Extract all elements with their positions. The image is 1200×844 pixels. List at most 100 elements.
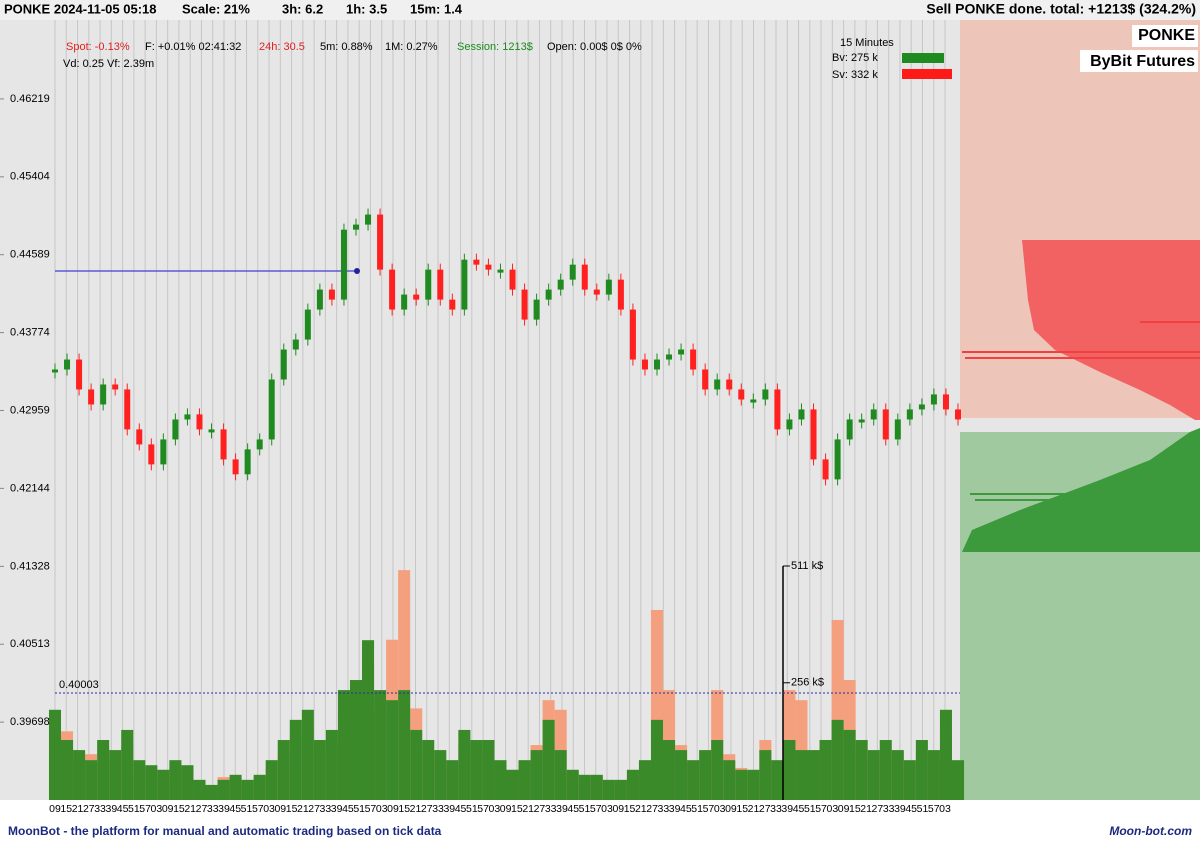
- volume-bar: [446, 760, 459, 800]
- volume-bar: [470, 740, 483, 800]
- volume-bar: [711, 740, 724, 800]
- candle: [798, 409, 805, 420]
- candle: [425, 269, 432, 300]
- volume-bar: [614, 779, 627, 800]
- x-tick-label: 33: [94, 803, 106, 815]
- candle: [714, 379, 721, 390]
- volume-bar: [735, 769, 748, 800]
- x-tick-label: 57: [139, 803, 151, 815]
- x-tick-label: 09: [387, 803, 399, 815]
- volume-bar: [73, 750, 86, 800]
- x-tick-label: 27: [534, 803, 546, 815]
- volume-bar: [181, 765, 194, 800]
- x-tick-label: 51: [241, 803, 253, 815]
- x-tick-label: 51: [466, 803, 478, 815]
- candle: [930, 394, 937, 405]
- candle: [955, 409, 961, 420]
- open: Open: 0.00$ 0$ 0%: [547, 41, 642, 53]
- legend-sell-swatch: [902, 69, 952, 79]
- candle: [304, 309, 311, 340]
- ask-spikes: [962, 321, 1200, 359]
- volume-bar: [241, 779, 254, 800]
- volume-bar: [362, 640, 375, 800]
- candle: [208, 429, 215, 433]
- x-tick-label: 09: [49, 803, 61, 815]
- volume-bar: [638, 760, 651, 800]
- candle: [545, 289, 552, 300]
- volume-bar: [313, 740, 326, 800]
- x-tick-label: 57: [477, 803, 489, 815]
- x-tick-label: 51: [691, 803, 703, 815]
- volume-bar: [650, 719, 664, 800]
- y-tick-label: 0.40513: [10, 638, 50, 650]
- x-tick-label: 27: [83, 803, 95, 815]
- candle: [353, 224, 359, 230]
- volume-bar: [193, 779, 206, 800]
- entry-dot: [354, 268, 360, 274]
- exchange-badge-bg: [1080, 50, 1198, 72]
- candle: [389, 269, 396, 310]
- candle: [292, 339, 299, 350]
- volume-bar: [374, 690, 387, 800]
- x-tick-label: 03: [263, 803, 275, 815]
- volume-bar: [458, 729, 471, 800]
- x-tick-label: 09: [162, 803, 174, 815]
- candle: [280, 349, 287, 380]
- candle: [786, 419, 793, 430]
- legend-buy-swatch: [902, 53, 944, 63]
- x-tick-label: 27: [872, 803, 884, 815]
- x-tick-label: 27: [421, 803, 433, 815]
- y-tick-label: 0.44589: [10, 249, 50, 261]
- x-tick-label: 03: [489, 803, 501, 815]
- x-tick-label: 21: [184, 803, 196, 815]
- x-tick-label: 15: [173, 803, 185, 815]
- legend-buy: Bv: 275 k: [832, 52, 878, 64]
- volume-bar: [121, 729, 134, 800]
- x-tick-label: 33: [432, 803, 444, 815]
- candle: [377, 214, 384, 270]
- x-tick-label: 39: [443, 803, 455, 815]
- candle: [413, 294, 420, 300]
- volume-bar: [386, 700, 399, 800]
- candle: [268, 379, 275, 440]
- candle: [858, 419, 865, 423]
- x-tick-label: 33: [883, 803, 895, 815]
- x-tick-label: 15: [398, 803, 410, 815]
- bid-depth: [962, 428, 1200, 552]
- marks: [48, 208, 965, 800]
- volume-bar: [771, 760, 784, 800]
- y-tick-label: 0.41328: [10, 560, 50, 572]
- candle: [449, 299, 456, 310]
- volume-bar: [795, 750, 808, 800]
- footer-link[interactable]: Moon-bot.com: [1109, 824, 1192, 838]
- candle: [521, 289, 528, 320]
- volume-bar: [229, 774, 242, 800]
- volume-bar: [482, 740, 495, 800]
- candle: [497, 269, 504, 273]
- x-tick-label: 21: [522, 803, 534, 815]
- candle: [232, 459, 239, 475]
- volume-bar: [578, 774, 591, 800]
- candle: [810, 409, 817, 460]
- symbol-time: PONKE 2024-11-05 05:18: [4, 1, 156, 16]
- volume-bar: [879, 740, 892, 800]
- x-tick-label: 03: [714, 803, 726, 815]
- candle: [894, 419, 901, 440]
- x-tick-label: 45: [342, 803, 354, 815]
- volume-bar: [434, 750, 447, 800]
- x-tick-label: 03: [826, 803, 838, 815]
- volume-bar: [867, 750, 880, 800]
- candle: [148, 444, 155, 465]
- x-tick-label: 39: [556, 803, 568, 815]
- x-tick-label: 03: [601, 803, 613, 815]
- x-tick-label: 21: [635, 803, 647, 815]
- candle: [136, 429, 143, 445]
- volatility-1h: 1h: 3.5: [346, 1, 387, 16]
- x-tick-label: 45: [229, 803, 241, 815]
- x-tick-label: 39: [894, 803, 906, 815]
- spread-zone: [960, 418, 1200, 432]
- volume-bar: [422, 740, 435, 800]
- volume-bar: [410, 729, 423, 800]
- volume-bar: [951, 760, 965, 800]
